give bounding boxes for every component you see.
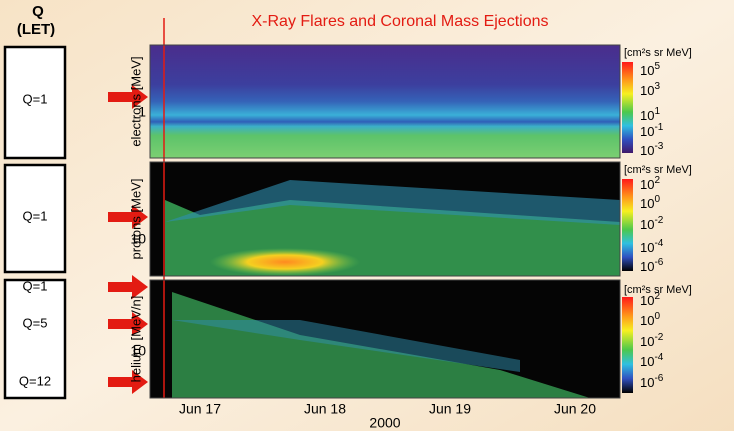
colorbar-base: 10 (640, 143, 654, 158)
left-title: Q (32, 3, 44, 20)
colorbar-label: 10-2 (640, 215, 664, 233)
colorbar-exponent: 0 (654, 311, 660, 322)
colorbar-exponent: 2 (654, 291, 660, 302)
colorbar-exponent: 2 (654, 175, 660, 186)
colorbar-base: 10 (640, 108, 654, 123)
x-tick-label: Jun 18 (304, 401, 346, 417)
x-tick-label: Jun 17 (179, 401, 221, 417)
q-label: Q=1 (23, 91, 48, 106)
y-tick-label: 10 (130, 231, 146, 247)
colorbar-exponent: 3 (654, 81, 660, 92)
colorbar (622, 62, 633, 153)
colorbar-exponent: -1 (654, 122, 663, 133)
colorbar-label: 10-1 (640, 122, 664, 140)
colorbar-base: 10 (640, 177, 654, 192)
q-box (3, 163, 67, 274)
colorbar-base: 10 (640, 354, 654, 369)
colorbar-unit: [cm²s sr MeV] (624, 284, 692, 296)
arrow (108, 205, 148, 229)
colorbar-unit: [cm²s sr MeV] (624, 164, 692, 176)
proton-hot-region (210, 248, 360, 276)
colorbar-exponent: -4 (654, 238, 663, 249)
colorbar-exponent: -4 (654, 352, 663, 363)
colorbar-base: 10 (640, 293, 654, 308)
colorbar-label: 10-6 (640, 257, 664, 275)
y-axis-label: electrons [MeV] (128, 56, 143, 146)
colorbar-base: 10 (640, 124, 654, 139)
helium-green-region (172, 292, 590, 398)
colorbar-unit: [cm²s sr MeV] (624, 47, 692, 59)
colorbar-label: 10-6 (640, 373, 664, 391)
colorbar-label: 103 (640, 81, 660, 99)
colorbar (622, 297, 633, 393)
q-label: Q=1 (23, 278, 48, 293)
colorbar-label: 100 (640, 311, 660, 329)
colorbar-base: 10 (640, 375, 654, 390)
y-axis-label: helium [MeV/n] (128, 296, 143, 383)
x-tick-label: Jun 19 (429, 401, 471, 417)
arrow (108, 85, 148, 109)
colorbar-label: 102 (640, 291, 660, 309)
x-tick-label: Jun 20 (554, 401, 596, 417)
electron-spectrogram (150, 45, 620, 158)
colorbar-exponent: 0 (654, 194, 660, 205)
colorbar-base: 10 (640, 313, 654, 328)
q-box (3, 45, 67, 160)
colorbar-exponent: -6 (654, 373, 663, 384)
q-label: Q=1 (23, 208, 48, 223)
y-tick-label: 1 (138, 104, 146, 120)
colorbar-base: 10 (640, 63, 654, 78)
colorbar-label: 105 (640, 61, 660, 79)
panel-frame (149, 161, 621, 277)
colorbar-exponent: -3 (654, 141, 663, 152)
colorbar-base: 10 (640, 334, 654, 349)
colorbar-label: 102 (640, 175, 660, 193)
title: X-Ray Flares and Coronal Mass Ejections (251, 13, 548, 30)
colorbar-exponent: 1 (654, 106, 660, 117)
colorbar-label: 10-3 (640, 141, 664, 159)
colorbar-label: 10-4 (640, 352, 664, 370)
colorbar-label: 10-2 (640, 332, 664, 350)
q-box (3, 278, 67, 400)
panel-frame (149, 44, 621, 159)
colorbar-base: 10 (640, 259, 654, 274)
colorbar-label: 10-4 (640, 238, 664, 256)
q-label: Q=5 (23, 315, 48, 330)
panel-frame (149, 279, 621, 399)
colorbar-base: 10 (640, 83, 654, 98)
helium-blue-region (172, 320, 520, 372)
colorbar (622, 179, 633, 271)
colorbar-label: 100 (640, 194, 660, 212)
colorbar-base: 10 (640, 240, 654, 255)
x-axis-label: 2000 (369, 415, 400, 431)
arrows (108, 85, 148, 394)
colorbar-label: 101 (640, 106, 660, 124)
q-label: Q=12 (19, 373, 51, 388)
left-subtitle: (LET) (17, 21, 55, 38)
arrow (108, 312, 148, 336)
proton-blue-region (165, 180, 620, 225)
colorbar-exponent: -6 (654, 257, 663, 268)
arrow (108, 275, 148, 299)
arrow (108, 370, 148, 394)
colorbar-exponent: -2 (654, 215, 663, 226)
y-tick-label: 10 (130, 343, 146, 359)
colorbar-base: 10 (640, 217, 654, 232)
colorbar-exponent: 5 (654, 61, 660, 72)
y-axis-label: protons [MeV] (128, 179, 143, 260)
colorbar-exponent: -2 (654, 332, 663, 343)
colorbar-base: 10 (640, 196, 654, 211)
